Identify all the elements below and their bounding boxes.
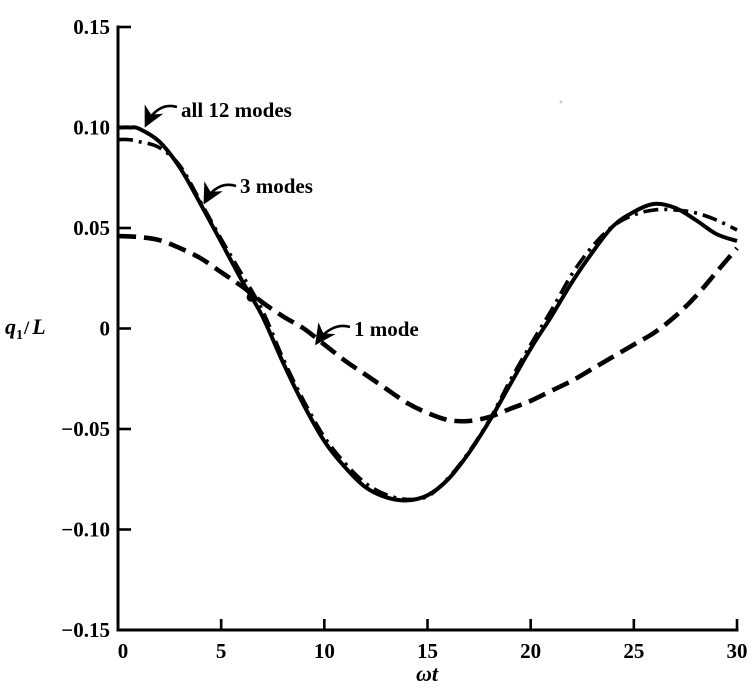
y-tick-label: −0.15 <box>61 618 110 642</box>
y-axis-label-slash: / <box>23 318 30 339</box>
y-axis-label-subscript: 1 <box>16 328 23 343</box>
x-tick-label: 10 <box>314 639 335 663</box>
annotation-label-1-mode: 1 mode <box>354 317 419 341</box>
x-tick-label: 25 <box>623 639 644 663</box>
y-axis-tick-labels: 0.15 0.10 0.05 0 −0.05 −0.10 −0.15 <box>61 15 110 642</box>
data-curves <box>117 125 739 503</box>
x-tick-label: 20 <box>520 639 541 663</box>
y-tick-label: 0.05 <box>73 216 110 240</box>
y-axis-ticks <box>118 25 131 632</box>
x-axis-ticks <box>116 619 739 630</box>
x-tick-label: 5 <box>216 639 227 663</box>
annotation-arrow-3-modes <box>203 181 237 205</box>
x-axis-tick-labels: 0 5 10 15 20 25 30 <box>118 639 748 663</box>
curve-all-12-modes <box>117 125 738 503</box>
y-axis-label: q1/L <box>5 314 46 343</box>
x-tick-label: 30 <box>727 639 748 663</box>
y-tick-label: 0.15 <box>73 15 110 39</box>
y-axis-label-q: q <box>5 314 16 339</box>
x-tick-label: 0 <box>118 639 129 663</box>
y-tick-label: 0 <box>100 317 111 341</box>
y-tick-label: −0.05 <box>61 417 110 441</box>
annotation-3-modes: 3 modes <box>203 174 313 205</box>
annotation-arrow-all-12-modes <box>144 104 178 128</box>
annotation-label-3-modes: 3 modes <box>240 174 313 198</box>
crossing-dot <box>246 292 256 302</box>
y-tick-label: 0.10 <box>73 116 110 140</box>
annotation-label-all-12-modes: all 12 modes <box>181 98 292 122</box>
annotation-all-12-modes: all 12 modes <box>144 98 292 128</box>
scan-speck <box>559 100 563 104</box>
x-axis-label: ωt <box>416 661 439 686</box>
x-tick-label: 15 <box>417 639 438 663</box>
y-axis-label-L: L <box>31 314 45 339</box>
annotation-arrow-1-mode <box>315 322 351 346</box>
curve-1-mode <box>117 233 739 424</box>
annotation-1-mode: 1 mode <box>315 317 419 346</box>
y-tick-label: −0.10 <box>61 518 110 542</box>
